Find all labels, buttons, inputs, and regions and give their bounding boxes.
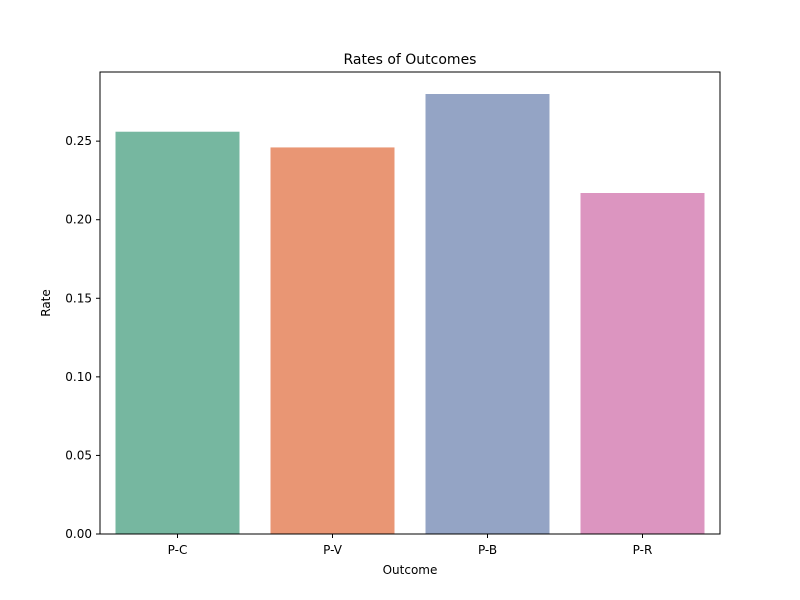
y-tick-label: 0.25 (65, 134, 92, 148)
y-axis-label: Rate (39, 289, 53, 317)
x-tick-label: P-C (168, 543, 188, 557)
y-tick-label: 0.15 (65, 291, 92, 305)
y-axis-ticks: 0.00 0.05 0.10 0.15 0.20 0.25 (65, 134, 100, 541)
bar-p-r (580, 193, 705, 534)
y-tick-label: 0.20 (65, 213, 92, 227)
y-tick-label: 0.10 (65, 370, 92, 384)
x-tick-label: P-R (633, 543, 653, 557)
bar-p-c (115, 131, 240, 534)
bar-p-b (425, 94, 550, 534)
chart-title: Rates of Outcomes (344, 52, 477, 68)
bar-p-v (270, 147, 395, 534)
bars-group (115, 94, 705, 534)
x-tick-label: P-V (323, 543, 343, 557)
y-tick-label: 0.00 (65, 527, 92, 541)
y-tick-label: 0.05 (65, 448, 92, 462)
plot-frame (99, 71, 721, 535)
x-axis-ticks: P-C P-V P-B P-R (168, 534, 653, 557)
x-tick-label: P-B (478, 543, 497, 557)
x-axis-label: Outcome (383, 563, 438, 577)
